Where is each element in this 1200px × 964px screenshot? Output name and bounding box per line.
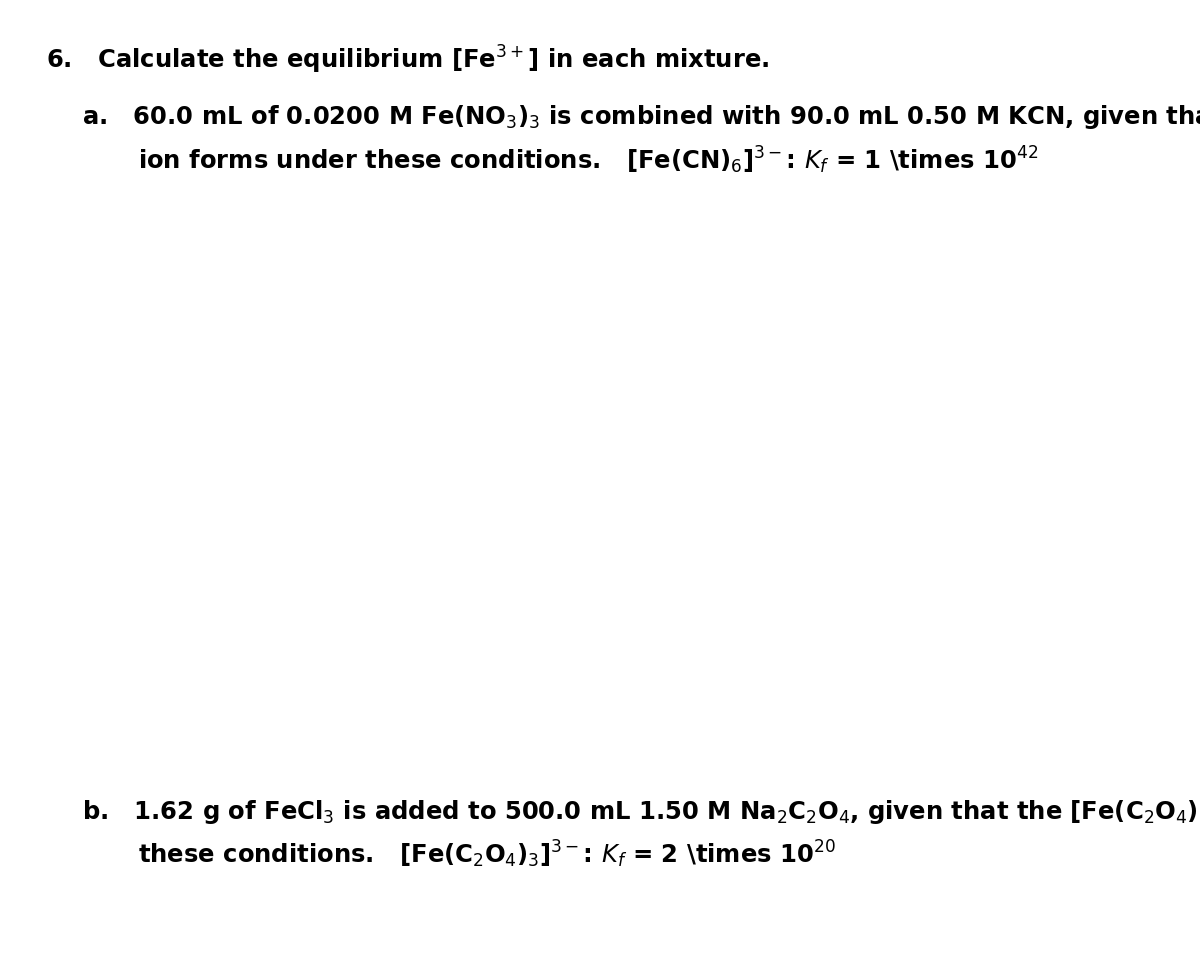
Text: b.   1.62 g of FeCl$_3$ is added to 500.0 mL 1.50 M Na$_2$C$_2$O$_4$, given that: b. 1.62 g of FeCl$_3$ is added to 500.0 … [82,795,1200,827]
Text: a.   60.0 mL of 0.0200 M Fe(NO$_3$)$_3$ is combined with 90.0 mL 0.50 M KCN, giv: a. 60.0 mL of 0.0200 M Fe(NO$_3$)$_3$ is… [82,101,1200,133]
Text: these conditions.   [Fe(C$_2$O$_4$)$_3$]$^{3-}$: $\mathit{K}_f$ = 2 \times 10$^{: these conditions. [Fe(C$_2$O$_4$)$_3$]$^… [138,839,836,870]
Text: ion forms under these conditions.   [Fe(CN)$_6$]$^{3-}$: $\mathit{K}_f$ = 1 \tim: ion forms under these conditions. [Fe(CN… [138,145,1038,176]
Text: 6.   Calculate the equilibrium [Fe$^{3+}$] in each mixture.: 6. Calculate the equilibrium [Fe$^{3+}$]… [46,43,769,75]
